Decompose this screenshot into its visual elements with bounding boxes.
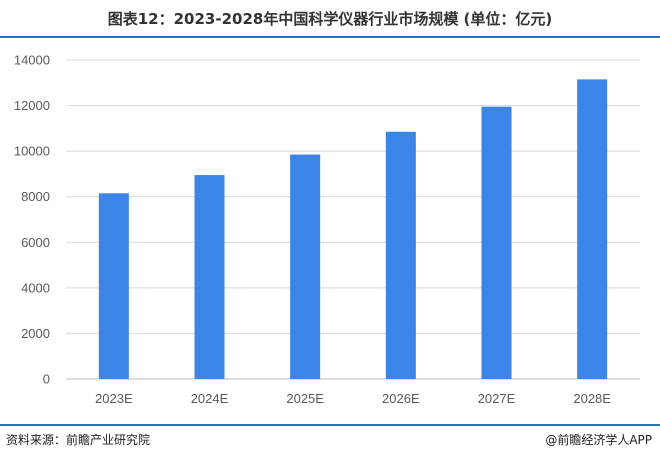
y-tick-label: 8000	[21, 189, 50, 204]
x-tick-label: 2026E	[382, 391, 420, 406]
title-divider	[0, 36, 660, 38]
y-axis-ticks: 0 2000 4000 6000 8000 10000 12000 14000	[14, 53, 50, 387]
x-tick-label: 2024E	[191, 391, 229, 406]
brand-label: @前瞻经济学人APP	[545, 433, 652, 447]
bar-2023E	[98, 193, 129, 379]
y-tick-label: 14000	[14, 53, 50, 68]
source-note: 资料来源：前瞻产业研究院	[6, 433, 151, 447]
x-axis-ticks: 2023E 2024E 2025E 2026E 2027E 2028E	[95, 391, 611, 406]
y-tick-label: 0	[43, 372, 50, 387]
bar-2026E	[385, 131, 416, 379]
y-tick-label: 6000	[21, 235, 50, 250]
x-tick-label: 2028E	[573, 391, 611, 406]
y-tick-label: 4000	[21, 280, 50, 295]
x-tick-label: 2025E	[286, 391, 324, 406]
x-tick-label: 2023E	[95, 391, 133, 406]
bars	[98, 79, 608, 379]
chart-title: 图表12：2023-2028年中国科学仪器行业市场规模 (单位：亿元)	[107, 10, 553, 28]
y-tick-label: 12000	[14, 98, 50, 113]
y-tick-label: 10000	[14, 144, 50, 159]
bar-2025E	[290, 154, 321, 379]
bar-2024E	[194, 175, 225, 379]
y-tick-label: 2000	[21, 326, 50, 341]
bar-2028E	[577, 79, 608, 379]
gridlines	[66, 59, 640, 380]
x-tick-label: 2027E	[478, 391, 516, 406]
bar-2027E	[481, 106, 512, 379]
footer-divider	[0, 424, 660, 426]
